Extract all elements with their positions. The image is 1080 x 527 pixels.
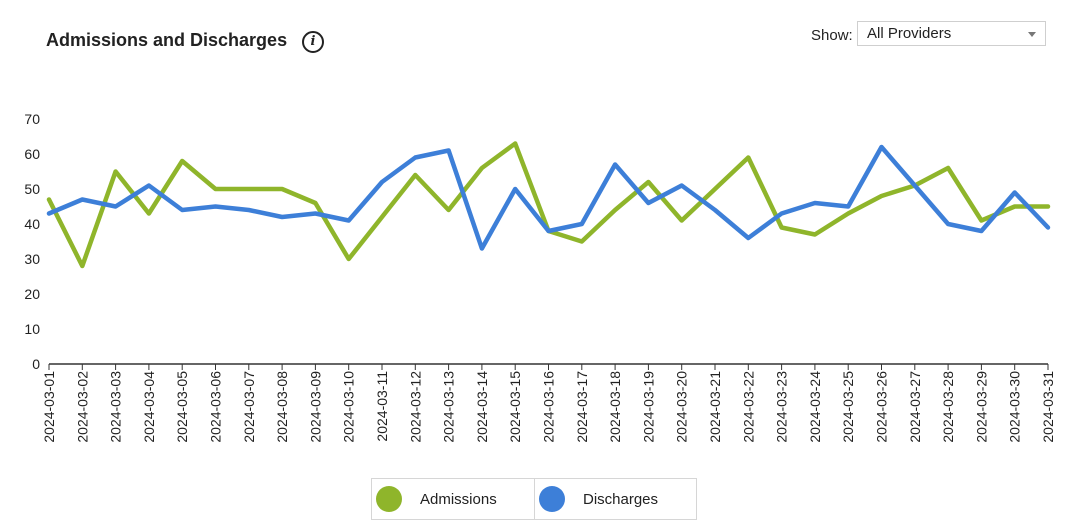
x-tick-label: 2024-03-05 (174, 371, 190, 443)
x-tick-label: 2024-03-24 (807, 371, 823, 443)
x-tick-label: 2024-03-03 (108, 371, 124, 443)
x-tick-label: 2024-03-26 (874, 371, 890, 443)
y-tick-label: 70 (24, 111, 40, 127)
x-tick-label: 2024-03-19 (640, 371, 656, 443)
series-line-admissions (46, 141, 1051, 269)
x-tick-label: 2024-03-11 (374, 371, 390, 442)
x-tick-label: 2024-03-23 (774, 371, 790, 443)
legend-item-discharges[interactable]: Discharges (535, 479, 696, 519)
y-tick-label: 30 (24, 251, 40, 267)
x-tick-label: 2024-03-07 (241, 371, 257, 443)
x-tick-label: 2024-03-22 (740, 371, 756, 443)
x-tick-label: 2024-03-31 (1040, 371, 1056, 443)
x-tick-label: 2024-03-10 (341, 371, 357, 443)
x-tick-label: 2024-03-14 (474, 371, 490, 443)
x-tick-label: 2024-03-08 (274, 371, 290, 443)
x-tick-label: 2024-03-06 (208, 371, 224, 443)
legend-item-admissions[interactable]: Admissions (372, 479, 535, 519)
x-tick-label: 2024-03-13 (441, 371, 457, 443)
x-axis-labels: 2024-03-01 2024-03-02 2024-03-03 2024-03-04… (41, 371, 1056, 443)
x-tick-label: 2024-03-16 (541, 371, 557, 443)
x-tick-label: 2024-03-20 (674, 371, 690, 443)
chart-title: Admissions and Discharges (46, 30, 288, 50)
x-tick-label: 2024-03-12 (407, 371, 423, 443)
legend-marker-discharges (539, 486, 565, 512)
legend-label-admissions: Admissions (420, 490, 497, 508)
chart-series (46, 141, 1051, 269)
x-tick-label: 2024-03-01 (41, 371, 57, 443)
x-tick-label: 2024-03-18 (607, 371, 623, 443)
x-tick-label: 2024-03-17 (574, 371, 590, 443)
x-tick-label: 2024-03-30 (1007, 371, 1023, 443)
legend-label-discharges: Discharges (583, 490, 659, 508)
y-tick-label: 10 (24, 321, 40, 337)
line-chart: 2024-03-01 2024-03-02 2024-03-03 2024-03-04… (24, 111, 1056, 443)
x-tick-label: 2024-03-09 (307, 371, 323, 443)
x-tick-label: 2024-03-25 (840, 371, 856, 443)
y-tick-label: 0 (32, 356, 40, 372)
chevron-down-icon (1028, 32, 1036, 37)
y-tick-label: 20 (24, 286, 40, 302)
y-tick-label: 60 (24, 146, 40, 162)
provider-select[interactable]: All Providers (857, 21, 1046, 46)
series-line-discharges (46, 144, 1051, 251)
x-tick-label: 2024-03-27 (907, 371, 923, 443)
x-tick-label: 2024-03-02 (74, 371, 90, 443)
legend-marker-admissions (376, 486, 402, 512)
x-tick-label: 2024-03-21 (707, 371, 723, 443)
chart-axes (48, 363, 1049, 370)
provider-select-value: All Providers (867, 25, 952, 42)
x-tick-label: 2024-03-15 (507, 371, 523, 443)
chart-legend: Admissions Discharges (371, 478, 697, 520)
y-tick-label: 50 (24, 181, 40, 197)
info-icon[interactable]: i (302, 31, 324, 53)
y-axis-labels: 0 10 20 30 40 50 60 70 (24, 111, 40, 372)
y-tick-label: 40 (24, 216, 40, 232)
show-label: Show: (811, 27, 853, 44)
x-tick-label: 2024-03-04 (141, 371, 157, 443)
x-tick-label: 2024-03-28 (940, 371, 956, 443)
x-tick-label: 2024-03-29 (973, 371, 989, 443)
